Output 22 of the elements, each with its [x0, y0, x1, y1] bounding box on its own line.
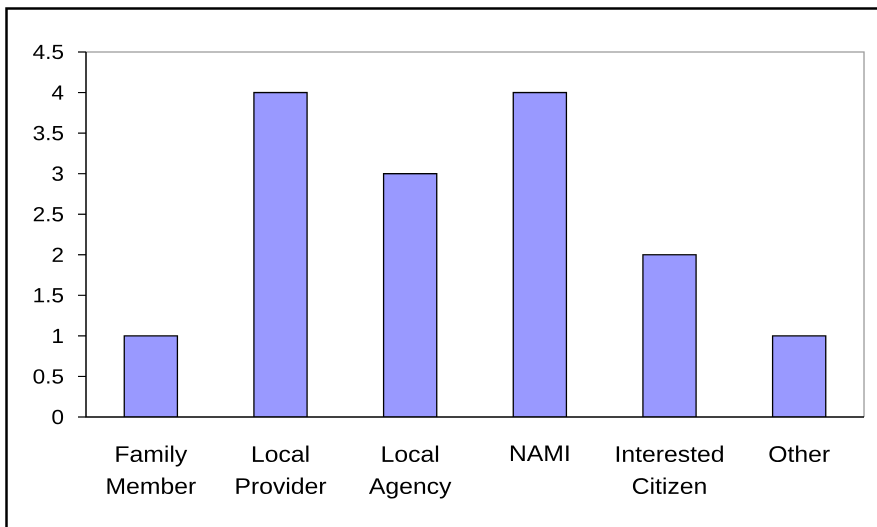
y-tick-label: 4 — [52, 85, 64, 100]
bar — [124, 335, 178, 417]
bar — [253, 92, 308, 417]
y-tick-label: 0 — [52, 410, 64, 424]
x-tick-label: Local Agency — [368, 446, 452, 498]
y-tick-label: 0.5 — [34, 369, 64, 384]
y-tick-label: 2 — [52, 248, 63, 262]
y-tick-label: 3 — [52, 166, 63, 181]
x-tick-label: Local Provider — [236, 446, 326, 494]
bar — [512, 92, 568, 417]
y-tick-label: 4.5 — [33, 44, 64, 60]
y-tick-label: 3.5 — [33, 126, 64, 140]
x-tick-label: Family Member — [107, 446, 196, 494]
bar — [382, 173, 438, 417]
bar — [772, 335, 826, 417]
y-tick-label: 1 — [53, 328, 63, 343]
y-tick-label: 2.5 — [34, 206, 64, 222]
x-tick-label: Other — [769, 446, 830, 462]
y-tick-label: 1.5 — [34, 288, 64, 302]
bar — [642, 254, 697, 417]
x-tick-label: Interested Citizen — [616, 446, 723, 494]
x-tick-label: NAMI — [510, 446, 568, 461]
